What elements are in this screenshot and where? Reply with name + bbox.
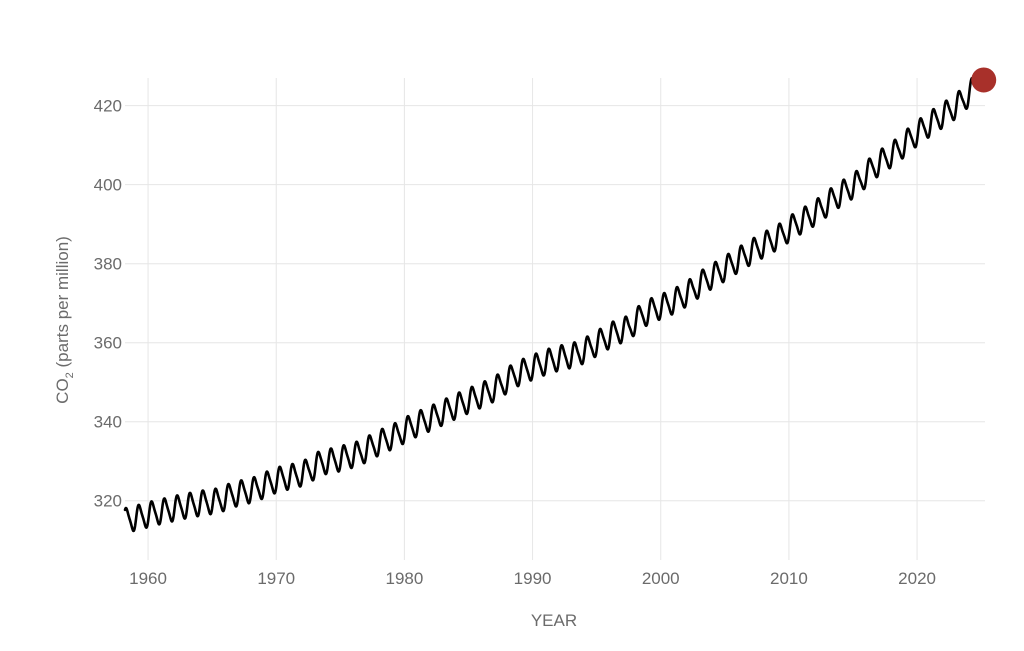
y-tick-label: 320 [94,492,122,511]
y-tick-label: 340 [94,413,122,432]
x-axis-label: YEAR [531,611,577,630]
x-tick-label: 1960 [129,569,167,588]
y-axis-label: CO2 (parts per million) [53,236,76,404]
latest-value-marker [971,67,997,93]
x-tick-label: 1970 [257,569,295,588]
x-tick-label: 1990 [514,569,552,588]
y-axis-label-suffix: (parts per million) [53,236,72,372]
y-tick-label: 380 [94,255,122,274]
x-tick-label: 1980 [385,569,423,588]
x-tick-label: 2010 [770,569,808,588]
y-tick-label: 360 [94,334,122,353]
x-tick-label: 2020 [898,569,936,588]
y-tick-label: 400 [94,176,122,195]
y-axis-tick-labels: 320 340 360 380 400 420 [94,97,122,511]
y-axis-label-subscript: 2 [64,372,76,378]
y-tick-label: 420 [94,97,122,116]
x-axis-tick-labels: 1960 1970 1980 1990 2000 2010 2020 [129,569,936,588]
x-tick-label: 2000 [642,569,680,588]
gridlines [125,78,985,560]
co2-series-line [123,76,978,533]
y-axis-label-prefix: CO [53,378,72,404]
